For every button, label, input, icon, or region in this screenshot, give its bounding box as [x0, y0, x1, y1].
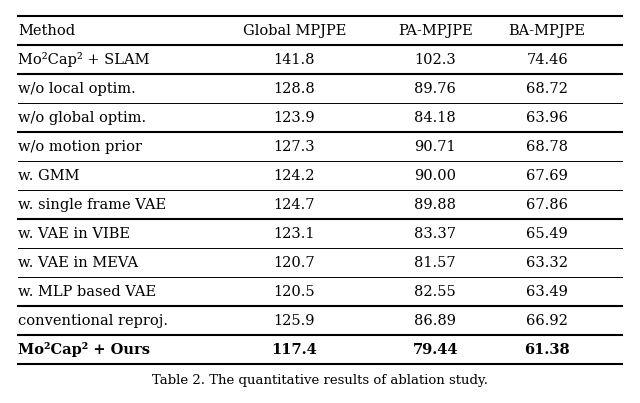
Text: 67.69: 67.69 — [526, 169, 568, 183]
Text: 117.4: 117.4 — [271, 343, 317, 357]
Text: Mo²Cap² + SLAM: Mo²Cap² + SLAM — [18, 52, 149, 67]
Text: 82.55: 82.55 — [414, 285, 456, 299]
Text: 86.89: 86.89 — [414, 314, 456, 328]
Text: w/o local optim.: w/o local optim. — [18, 82, 136, 96]
Text: 81.57: 81.57 — [414, 256, 456, 270]
Text: 63.49: 63.49 — [526, 285, 568, 299]
Text: 63.96: 63.96 — [526, 111, 568, 125]
Text: 120.7: 120.7 — [273, 256, 316, 270]
Text: conventional reproj.: conventional reproj. — [18, 314, 168, 328]
Text: 61.38: 61.38 — [524, 343, 570, 357]
Text: Method: Method — [18, 24, 75, 37]
Text: Table 2. The quantitative results of ablation study.: Table 2. The quantitative results of abl… — [152, 374, 488, 387]
Text: 124.2: 124.2 — [274, 169, 315, 183]
Text: BA-MPJPE: BA-MPJPE — [509, 24, 586, 37]
Text: 68.78: 68.78 — [526, 140, 568, 154]
Text: 125.9: 125.9 — [274, 314, 315, 328]
Text: 89.76: 89.76 — [414, 82, 456, 96]
Text: 84.18: 84.18 — [414, 111, 456, 125]
Text: 79.44: 79.44 — [412, 343, 458, 357]
Text: 67.86: 67.86 — [526, 198, 568, 212]
Text: 66.92: 66.92 — [526, 314, 568, 328]
Text: w. GMM: w. GMM — [18, 169, 79, 183]
Text: 90.00: 90.00 — [414, 169, 456, 183]
Text: 63.32: 63.32 — [526, 256, 568, 270]
Text: PA-MPJPE: PA-MPJPE — [398, 24, 472, 37]
Text: w. VAE in MEVA: w. VAE in MEVA — [18, 256, 138, 270]
Text: 141.8: 141.8 — [274, 53, 315, 66]
Text: 123.1: 123.1 — [274, 227, 315, 241]
Text: 120.5: 120.5 — [273, 285, 316, 299]
Text: 68.72: 68.72 — [526, 82, 568, 96]
Text: 65.49: 65.49 — [526, 227, 568, 241]
Text: Mo²Cap² + Ours: Mo²Cap² + Ours — [18, 342, 150, 357]
Text: 74.46: 74.46 — [526, 53, 568, 66]
Text: 123.9: 123.9 — [273, 111, 316, 125]
Text: Global MPJPE: Global MPJPE — [243, 24, 346, 37]
Text: w. MLP based VAE: w. MLP based VAE — [18, 285, 156, 299]
Text: 124.7: 124.7 — [274, 198, 315, 212]
Text: w/o global optim.: w/o global optim. — [18, 111, 146, 125]
Text: 128.8: 128.8 — [273, 82, 316, 96]
Text: w/o motion prior: w/o motion prior — [18, 140, 142, 154]
Text: 102.3: 102.3 — [414, 53, 456, 66]
Text: w. single frame VAE: w. single frame VAE — [18, 198, 166, 212]
Text: 83.37: 83.37 — [414, 227, 456, 241]
Text: 90.71: 90.71 — [414, 140, 456, 154]
Text: w. VAE in VIBE: w. VAE in VIBE — [18, 227, 130, 241]
Text: 127.3: 127.3 — [273, 140, 316, 154]
Text: 89.88: 89.88 — [414, 198, 456, 212]
